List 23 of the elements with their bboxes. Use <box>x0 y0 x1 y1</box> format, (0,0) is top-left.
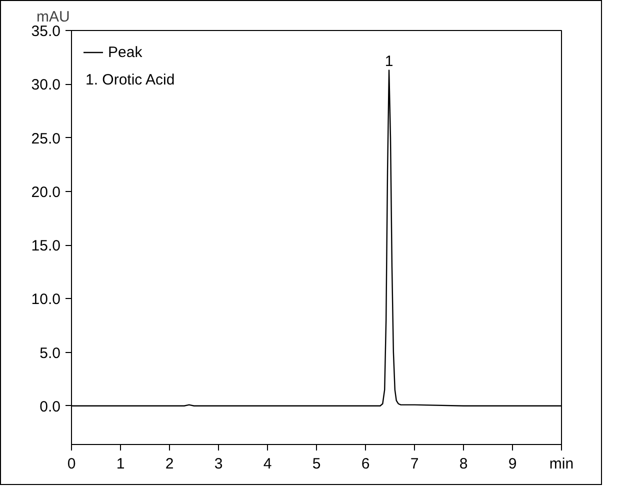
y-tick-label: 25.0 <box>31 130 61 148</box>
x-tick-label: 9 <box>508 456 517 472</box>
annotation: 1. Orotic Acid <box>86 72 175 88</box>
legend-label: Peak <box>108 44 142 60</box>
x-tick-label: 2 <box>165 456 174 472</box>
y-tick-label: 0.0 <box>40 398 61 416</box>
y-tick-label: 10.0 <box>31 291 61 308</box>
y-tick-label: 30.0 <box>31 76 61 94</box>
y-tick-label: 5.0 <box>40 344 61 362</box>
y-tick-label: 15.0 <box>31 238 61 255</box>
x-tick-label: 8 <box>459 456 468 472</box>
annotation: 1 <box>384 53 394 70</box>
x-tick-label: 0 <box>67 456 76 472</box>
y-axis-title: mAU <box>36 8 70 26</box>
x-tick-label: 5 <box>312 456 321 472</box>
y-tick-label: 20.0 <box>31 184 61 201</box>
x-axis-title: min <box>549 456 574 472</box>
x-tick-label: 7 <box>410 456 419 472</box>
x-tick-label: 4 <box>263 456 272 472</box>
x-tick-label: 6 <box>361 456 370 472</box>
x-tick-label: 1 <box>116 456 125 472</box>
x-tick-label: 3 <box>214 456 223 472</box>
y-tick-label: 35.0 <box>31 23 61 40</box>
